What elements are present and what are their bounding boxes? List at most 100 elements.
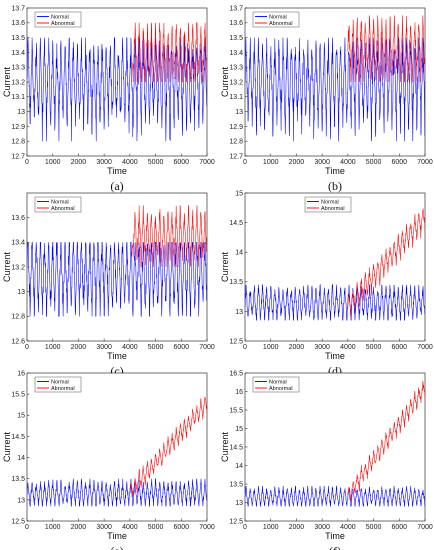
x-tick-label: 7000 [417, 159, 433, 166]
plot-area [244, 192, 426, 342]
series-line-abnormal [132, 205, 207, 268]
y-tick-label: 13.1 [11, 94, 25, 101]
x-tick-label: 6000 [173, 344, 189, 351]
y-tick-label: 16 [17, 370, 25, 377]
y-tick-label: 15.5 [229, 407, 243, 414]
x-tick-label: 3000 [314, 524, 330, 531]
y-tick-label: 13.5 [11, 476, 25, 483]
x-tick-label: 3000 [96, 159, 112, 166]
y-tick-label: 13.5 [11, 35, 25, 42]
legend-entry: Normal [51, 15, 69, 21]
series-line-abnormal [347, 15, 425, 83]
y-axis-label: Current [220, 431, 230, 462]
y-tick-label: 13 [17, 289, 25, 296]
y-tick-label: 13.2 [11, 264, 25, 271]
traces [27, 205, 207, 317]
x-tick-label: 0 [243, 344, 247, 351]
y-tick-label: 12.8 [11, 314, 25, 321]
y-tick-label: 14 [235, 463, 243, 470]
y-tick-label: 13.4 [11, 50, 25, 57]
x-axis-label: Time [107, 351, 127, 361]
x-tick-label: 6000 [173, 524, 189, 531]
y-tick-label: 15.5 [11, 392, 25, 399]
chart-panel: 0 1000 2000 3000 4000 5000 6000 7000 12.7 12.8 12.… [220, 5, 433, 193]
x-tick-label: 3000 [96, 344, 112, 351]
chart-panel: 0 1000 2000 3000 4000 5000 6000 7000 12.5 13 13.5 1… [220, 370, 433, 550]
x-tick-label: 5000 [148, 344, 164, 351]
plot-area [26, 372, 208, 522]
legend-entry: Abnormal [51, 21, 75, 27]
legend-entry: Normal [51, 200, 69, 206]
x-tick-label: 4000 [340, 524, 356, 531]
y-tick-label: 14.5 [229, 220, 243, 227]
traces [245, 208, 425, 321]
x-tick-label: 5000 [148, 524, 164, 531]
x-tick-label: 4000 [122, 524, 138, 531]
x-axis-label: Time [325, 351, 345, 361]
series-line-normal [27, 242, 207, 317]
chart-panel: 0 1000 2000 3000 4000 5000 6000 7000 12.7 12.8 12.… [2, 5, 215, 193]
x-tick-label: 2000 [71, 344, 87, 351]
y-tick-label: 12.9 [229, 124, 243, 131]
legend-entry: Normal [321, 200, 339, 206]
legend-entry: Abnormal [269, 21, 293, 27]
y-tick-label: 14.5 [229, 444, 243, 451]
x-tick-label: 7000 [199, 344, 215, 351]
y-tick-label: 16 [235, 389, 243, 396]
x-tick-label: 1000 [263, 344, 279, 351]
x-tick-label: 1000 [45, 524, 61, 531]
y-tick-label: 12.7 [229, 153, 243, 160]
x-tick-label: 6000 [391, 344, 407, 351]
panel-label: (f) [329, 544, 341, 550]
y-tick-label: 12.5 [11, 518, 25, 525]
series-line-abnormal [129, 396, 207, 497]
series-line-abnormal [347, 208, 425, 319]
legend-entry: Normal [269, 15, 287, 21]
y-tick-label: 13 [235, 500, 243, 507]
series-line-normal [27, 37, 207, 142]
series-line-normal [245, 485, 425, 508]
x-tick-label: 1000 [263, 524, 279, 531]
x-tick-label: 7000 [417, 344, 433, 351]
legend-entry: Abnormal [321, 206, 345, 212]
chart-panel: 0 1000 2000 3000 4000 5000 6000 7000 12.5 13 13.5 1… [220, 190, 433, 378]
y-tick-label: 13.4 [11, 240, 25, 247]
legend-entry: Normal [51, 380, 69, 386]
legend-entry: Abnormal [51, 386, 75, 392]
x-tick-label: 4000 [340, 159, 356, 166]
series-line-normal [245, 37, 425, 142]
traces [245, 380, 425, 508]
y-tick-label: 13.5 [229, 279, 243, 286]
traces [27, 396, 207, 507]
y-tick-label: 13.7 [229, 5, 243, 12]
y-tick-label: 13.1 [229, 94, 243, 101]
y-tick-label: 13.4 [229, 50, 243, 57]
legend-entry: Normal [269, 380, 287, 386]
x-axis-label: Time [107, 531, 127, 541]
x-tick-label: 2000 [289, 344, 305, 351]
x-tick-label: 0 [243, 524, 247, 531]
x-tick-label: 0 [25, 159, 29, 166]
plot-area [244, 7, 426, 157]
x-tick-label: 2000 [71, 524, 87, 531]
series-line-abnormal [347, 380, 425, 502]
traces [245, 15, 425, 142]
x-tick-label: 3000 [96, 524, 112, 531]
y-tick-label: 14.5 [11, 434, 25, 441]
y-tick-label: 12.8 [11, 139, 25, 146]
y-tick-label: 15 [17, 413, 25, 420]
y-tick-label: 13.7 [11, 5, 25, 12]
y-tick-label: 13.2 [11, 79, 25, 86]
x-tick-label: 4000 [340, 344, 356, 351]
y-axis-label: Current [220, 251, 230, 282]
y-tick-label: 13.3 [11, 65, 25, 72]
y-tick-label: 13.5 [229, 35, 243, 42]
y-tick-label: 13 [235, 109, 243, 116]
